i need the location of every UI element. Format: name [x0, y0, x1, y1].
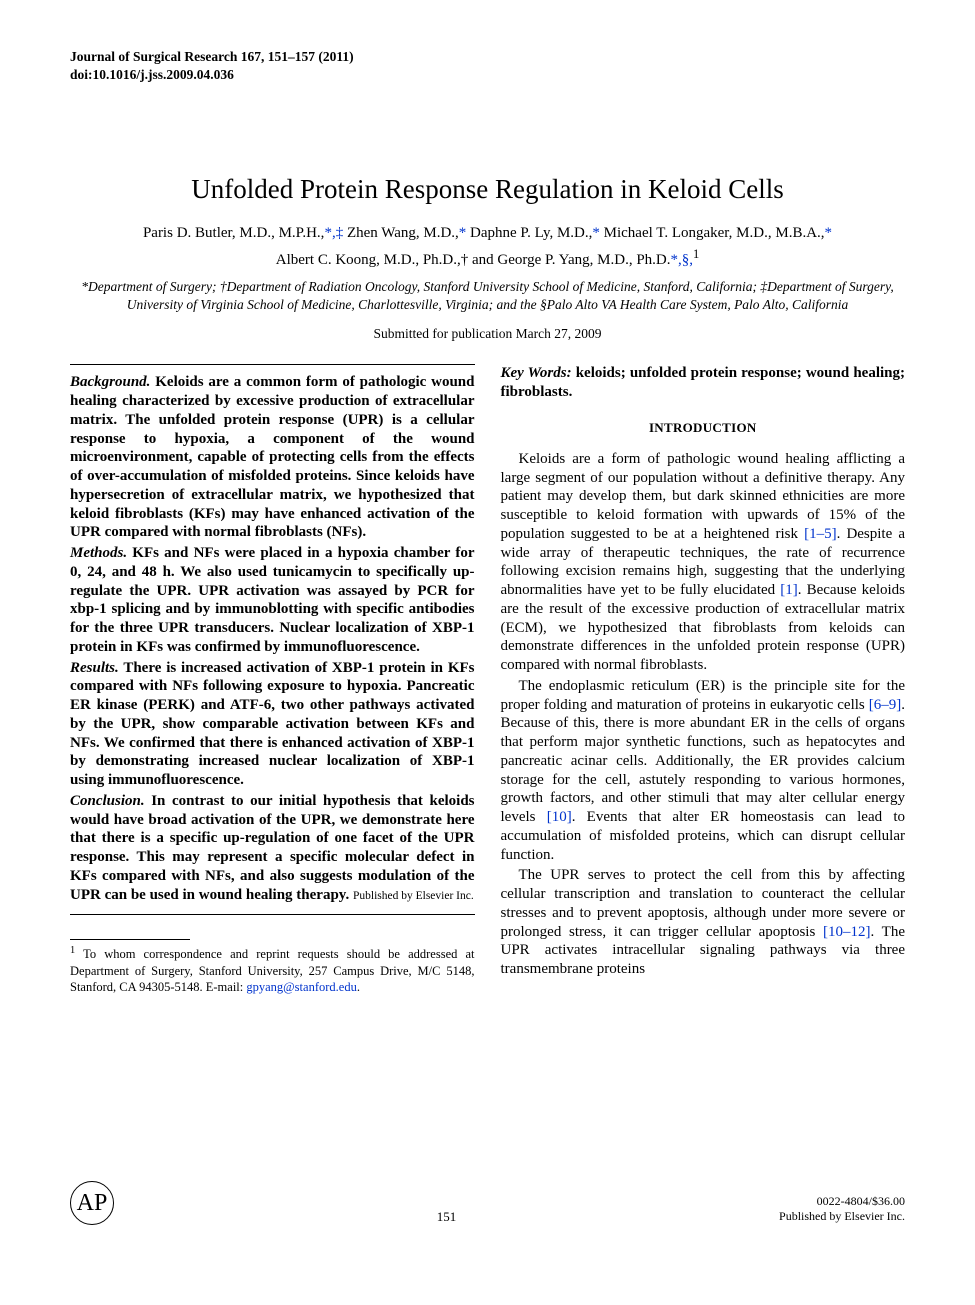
journal-citation: Journal of Surgical Research 167, 151–15… [70, 48, 905, 66]
intro-paragraph-1: Keloids are a form of pathologic wound h… [501, 450, 906, 675]
abstract-heading-conclusion: Conclusion. [70, 793, 145, 809]
affil-link[interactable]: * [324, 225, 332, 241]
publisher-logo-icon: AP [70, 1181, 114, 1225]
issn-publisher: Published by Elsevier Inc. [779, 1209, 905, 1225]
affiliations: *Department of Surgery; †Department of R… [70, 278, 905, 314]
intro-paragraph-2: The endoplasmic reticulum (ER) is the pr… [501, 677, 906, 865]
corresponding-author-footnote: 1 To whom correspondence and reprint req… [70, 944, 475, 995]
intro-p2-b: . Because of this, there is more abundan… [501, 697, 906, 826]
two-column-body: Background. Keloids are a common form of… [70, 364, 905, 995]
page-number: 151 [114, 1209, 779, 1225]
abstract-block: Background. Keloids are a common form of… [70, 373, 475, 904]
abstract-background-text: Keloids are a common form of pathologic … [70, 374, 475, 540]
abstract-heading-results: Results. [70, 660, 119, 676]
issn-block: 0022-4804/$36.00 Published by Elsevier I… [779, 1194, 905, 1225]
journal-header: Journal of Surgical Research 167, 151–15… [70, 48, 905, 84]
affil-link[interactable]: ,‡ [332, 225, 343, 241]
citation-link[interactable]: [10–12] [823, 924, 871, 940]
abstract-publisher: Published by Elsevier Inc. [353, 890, 474, 902]
abstract-methods-text: KFs and NFs were placed in a hypoxia cha… [70, 545, 475, 655]
left-column: Background. Keloids are a common form of… [70, 364, 475, 995]
citation-link[interactable]: [1] [780, 582, 798, 598]
page-footer: AP 151 0022-4804/$36.00 Published by Els… [70, 1181, 905, 1225]
abstract-bottom-rule [70, 914, 475, 915]
footnote-period: . [357, 980, 360, 994]
page: Journal of Surgical Research 167, 151–15… [0, 0, 975, 1265]
abstract-heading-background: Background. [70, 374, 150, 390]
footnote-email-link[interactable]: gpyang@stanford.edu [246, 980, 356, 994]
issn-price: 0022-4804/$36.00 [779, 1194, 905, 1210]
citation-link[interactable]: [10] [547, 809, 572, 825]
authors-block: Paris D. Butler, M.D., M.P.H.,*,‡ Zhen W… [70, 223, 905, 272]
abstract-background: Background. Keloids are a common form of… [70, 373, 475, 542]
intro-p2-a: The endoplasmic reticulum (ER) is the pr… [501, 678, 906, 713]
journal-doi: doi:10.1016/j.jss.2009.04.036 [70, 66, 905, 84]
affil-link[interactable]: * [459, 225, 467, 241]
intro-paragraph-3: The UPR serves to protect the cell from … [501, 866, 906, 979]
citation-link[interactable]: [6–9] [869, 697, 902, 713]
affil-link[interactable]: ,§, [678, 252, 693, 268]
abstract-heading-methods: Methods. [70, 545, 127, 561]
article-title: Unfolded Protein Response Regulation in … [70, 174, 905, 205]
right-column: Key Words: keloids; unfolded protein res… [501, 364, 906, 995]
citation-link[interactable]: [1–5] [804, 526, 837, 542]
affil-link[interactable]: * [592, 225, 600, 241]
affil-link[interactable]: * [671, 252, 679, 268]
abstract-top-rule [70, 364, 475, 365]
submitted-date: Submitted for publication March 27, 2009 [70, 326, 905, 342]
keywords-block: Key Words: keloids; unfolded protein res… [501, 364, 906, 402]
abstract-results: Results. There is increased activation o… [70, 659, 475, 790]
authors-line-1: Paris D. Butler, M.D., M.P.H.,*,‡ Zhen W… [70, 223, 905, 245]
abstract-results-text: There is increased activation of XBP-1 p… [70, 660, 475, 789]
abstract-methods: Methods. KFs and NFs were placed in a hy… [70, 544, 475, 657]
affil-link[interactable]: * [825, 225, 833, 241]
introduction-heading: INTRODUCTION [501, 420, 906, 436]
publisher-logo-text: AP [77, 1191, 108, 1215]
abstract-conclusion: Conclusion. In contrast to our initial h… [70, 792, 475, 905]
abstract-conclusion-text: In contrast to our initial hypothesis th… [70, 793, 475, 903]
footnote-separator [70, 939, 190, 940]
keywords-label: Key Words: [501, 365, 572, 381]
authors-line-2: Albert C. Koong, M.D., Ph.D.,† and Georg… [70, 245, 905, 272]
